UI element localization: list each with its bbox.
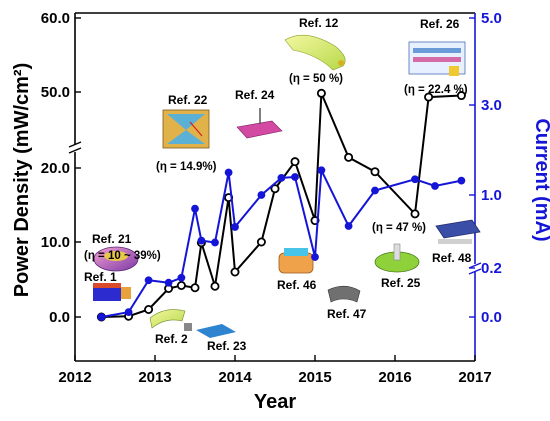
current-point <box>211 238 219 247</box>
current-point <box>311 253 319 261</box>
tick-layer: 2012 2013 2014 2015 2016 2017 0.0 10.0 20.0 50.0 6… <box>41 10 502 386</box>
ref48-device-image <box>435 219 481 244</box>
x-tick-label: 2014 <box>218 369 252 386</box>
x-tick-label: 2012 <box>58 369 91 386</box>
series-layer <box>96 88 466 322</box>
current-point <box>257 191 266 199</box>
ref21-device-image <box>93 246 139 272</box>
ref1-device-image <box>93 283 131 301</box>
left-tick-label: 50.0 <box>41 84 70 101</box>
current-point <box>411 175 419 184</box>
current-point <box>164 278 173 287</box>
power-density-point <box>456 91 466 101</box>
ref-label-48: Ref. 48 <box>432 251 472 265</box>
right-axis-title: Current (mA) <box>531 118 550 241</box>
current-point <box>144 276 153 285</box>
x-tick-label: 2015 <box>298 369 331 386</box>
current-point <box>291 173 299 181</box>
x-tick-label: 2016 <box>378 369 411 386</box>
ref22-device-image <box>162 109 210 149</box>
ref46-device-image <box>278 248 314 274</box>
ref23-device-image <box>184 323 236 338</box>
plot-frame <box>68 12 482 362</box>
ref-label-47: Ref. 47 <box>327 307 367 321</box>
current-point <box>191 204 199 213</box>
efficiency-label-ref21: (η = 10 ~ 39%) <box>84 250 161 262</box>
power-density-point <box>270 184 280 194</box>
ref2-device-image <box>149 309 186 329</box>
power-density-point <box>144 304 154 314</box>
right-tick-label: 0.0 <box>481 309 502 326</box>
ref12-device-image <box>284 34 346 71</box>
power-density-point <box>230 267 240 277</box>
current-point <box>197 236 206 245</box>
power-density-point <box>210 281 220 291</box>
power-density-point <box>176 280 186 290</box>
efficiency-label-ref22: (η = 14.9%) <box>156 161 217 173</box>
current-line <box>101 166 462 318</box>
current-point <box>317 166 326 175</box>
power-density-point <box>344 152 354 162</box>
annotation-labels: Ref. 1 Ref. 2 Ref. 21 Ref. 22 Ref. 23 Re… <box>84 16 472 353</box>
ref-label-2: Ref. 2 <box>155 332 188 346</box>
current-point <box>224 168 233 177</box>
left-tick-label: 20.0 <box>41 160 70 177</box>
x-tick-label: 2013 <box>138 369 171 386</box>
current-point <box>97 313 106 321</box>
ref26-device-image <box>408 41 466 76</box>
power-density-point <box>190 283 200 293</box>
ref-label-26: Ref. 26 <box>420 17 460 31</box>
ref25-device-image <box>374 243 420 273</box>
ref-label-24: Ref. 24 <box>235 88 275 102</box>
ref24-device-image <box>236 108 283 139</box>
efficiency-label-ref25: (η = 47 %) <box>372 222 426 234</box>
power-density-point <box>256 237 266 247</box>
right-tick-label: 1.0 <box>481 187 502 204</box>
current-point <box>371 186 379 195</box>
ref-label-22: Ref. 22 <box>168 93 208 107</box>
right-tick-label: 0.2 <box>481 260 502 277</box>
x-tick-label: 2017 <box>458 369 491 386</box>
power-density-point <box>424 92 434 102</box>
power-density-point <box>370 167 380 177</box>
left-tick-label: 60.0 <box>41 10 70 27</box>
ref-label-25: Ref. 25 <box>381 276 421 290</box>
left-tick-label: 10.0 <box>41 234 70 251</box>
x-axis-title: Year <box>254 391 296 413</box>
current-point <box>431 182 439 190</box>
power-density-point <box>410 209 420 219</box>
current-point <box>457 176 466 185</box>
current-point <box>344 222 353 230</box>
ref-label-21: Ref. 21 <box>92 232 132 246</box>
right-tick-label: 5.0 <box>481 10 502 27</box>
current-point <box>277 174 286 182</box>
current-point <box>124 308 133 317</box>
inset-illustrations <box>93 34 481 338</box>
ref-label-23: Ref. 23 <box>207 339 247 353</box>
ref-label-1: Ref. 1 <box>84 270 117 284</box>
left-tick-label: 0.0 <box>49 309 70 326</box>
efficiency-label-ref12: (η = 50 %) <box>289 73 343 85</box>
right-tick-label: 3.0 <box>481 97 502 114</box>
power-density-point <box>316 88 326 98</box>
axis-break-left <box>68 141 82 154</box>
current-point <box>177 273 186 282</box>
ref-label-46: Ref. 46 <box>277 278 317 292</box>
ref47-device-image <box>327 285 361 303</box>
power-density-point <box>290 157 300 167</box>
left-axis-title: Power Density (mW/cm²) <box>11 63 33 297</box>
ref-label-12: Ref. 12 <box>299 16 339 30</box>
current-point <box>231 223 239 231</box>
efficiency-label-ref26: (η = 22.4 %) <box>404 84 468 96</box>
